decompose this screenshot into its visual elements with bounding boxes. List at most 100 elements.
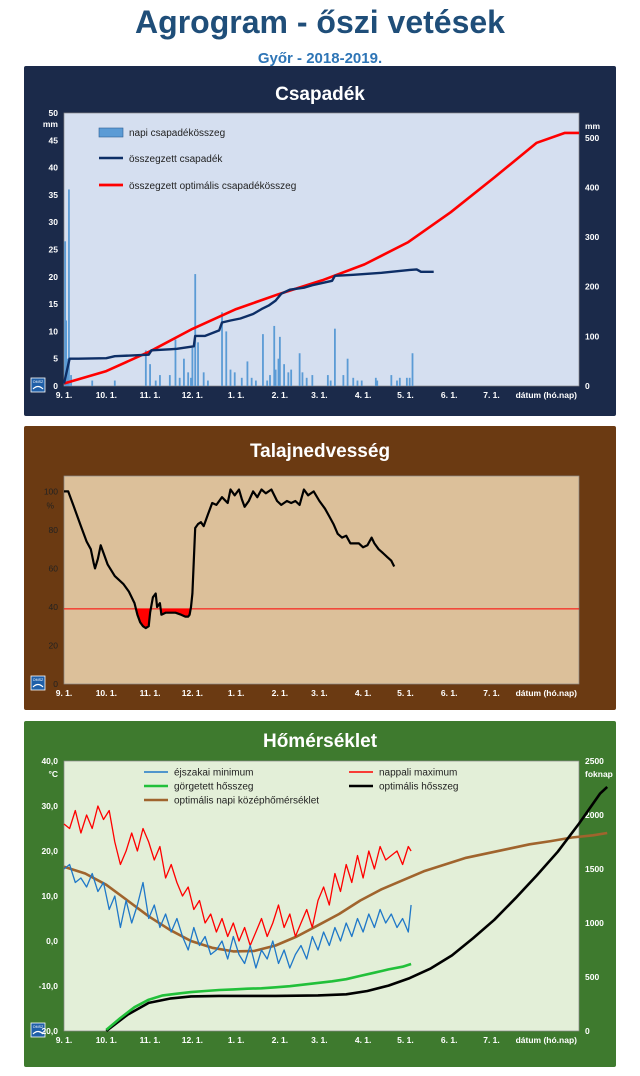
plot-area — [63, 112, 580, 387]
legend-max-label: nappali maximum — [379, 768, 457, 779]
right-tick-label: 0 — [585, 1026, 590, 1036]
x-tick-label: 12. 1. — [182, 390, 203, 400]
left-tick-label: 0,0 — [46, 936, 58, 946]
omsz-logo-icon: OMSZ — [30, 675, 46, 691]
daily-precip-bar — [411, 353, 414, 386]
daily-precip-bar — [207, 380, 209, 386]
cumulative-precip-line — [62, 268, 434, 384]
x-tick-label: 10. 1. — [96, 688, 117, 698]
omsz-logo-icon: OMSZ — [30, 377, 46, 393]
left-tick-label: 50 — [49, 108, 59, 118]
precipitation-panel: Csapadék 9. 1. 10. 1. 11. 1. 12. 1. 1. 1. 2. … — [24, 66, 616, 416]
min-temp-line — [63, 863, 412, 969]
left-tick-label: 45 — [49, 135, 59, 145]
temperature-chart-title: Hőmérséklet — [262, 731, 378, 752]
daily-precip-bar — [233, 372, 236, 386]
optimal-daily-mean-line — [63, 831, 608, 953]
daily-precip-bar — [144, 350, 147, 386]
plot-area — [63, 760, 580, 1032]
x-tick-label: 3. 1. — [311, 688, 328, 698]
daily-precip-bar — [178, 377, 181, 386]
soil-moisture-chart-title: Talajnedvesség — [249, 441, 391, 462]
x-tick-label: 1. 1. — [228, 390, 245, 400]
left-tick-label: 30,0 — [41, 801, 58, 811]
left-tick-label: 35 — [49, 190, 59, 200]
daily-precip-bar — [64, 241, 67, 386]
left-tick-label: 20 — [49, 272, 59, 282]
location-subtitle: Győr - 2018-2019. — [257, 50, 383, 67]
daily-precip-bar — [202, 372, 205, 386]
y-tick-label: 100 — [44, 486, 58, 496]
x-tick-label: 5. 1. — [397, 1035, 414, 1045]
daily-precip-bar — [174, 339, 177, 386]
x-tick-label: 2. 1. — [272, 688, 289, 698]
right-tick-label: 2000 — [585, 810, 604, 820]
daily-precip-bar — [225, 331, 228, 386]
daily-precip-bar — [65, 320, 68, 386]
left-tick-label: 15 — [49, 299, 59, 309]
right-tick-label: 200 — [585, 282, 599, 292]
x-tick-label: 5. 1. — [397, 390, 414, 400]
svg-text:OMSZ: OMSZ — [33, 1025, 44, 1029]
legend-min-label: éjszakai minimum — [174, 768, 253, 779]
soil-moisture-line — [64, 488, 396, 630]
left-tick-label: 5 — [53, 354, 58, 364]
x-tick-label: 4. 1. — [355, 390, 372, 400]
soil-moisture-panel: Talajnedvesség 9. 1. 10. 1. 11. 1. 12. 1. 1.… — [24, 426, 616, 710]
legend-daily-swatch — [98, 127, 124, 138]
daily-precip-bar — [274, 369, 277, 386]
x-tick-label: 4. 1. — [355, 1035, 372, 1045]
daily-precip-bar — [390, 375, 393, 386]
daily-precip-bar — [266, 380, 269, 386]
daily-precip-bar — [376, 380, 379, 386]
daily-precip-bar — [250, 377, 253, 386]
omsz-logo-icon: OMSZ — [30, 1022, 46, 1038]
right-tick-label: 300 — [585, 232, 599, 242]
daily-precip-bar — [269, 375, 271, 386]
daily-precip-bar — [374, 377, 377, 386]
y-axis-unit: % — [46, 500, 54, 510]
daily-precip-bar — [194, 274, 197, 386]
right-tick-label: 400 — [585, 182, 599, 192]
daily-precip-bar — [262, 334, 264, 386]
daily-precip-bar — [183, 358, 185, 386]
daily-precip-bar — [346, 358, 349, 386]
daily-precip-bar — [273, 325, 276, 386]
daily-precip-bar — [91, 380, 94, 386]
x-tick-label: 2. 1. — [272, 1035, 289, 1045]
daily-precip-bar — [329, 380, 332, 386]
daily-precip-bar — [191, 347, 194, 386]
x-tick-label: 10. 1. — [96, 390, 117, 400]
x-tick-label: 4. 1. — [355, 688, 372, 698]
daily-precip-bar — [405, 377, 408, 386]
left-tick-label: -20,0 — [39, 1026, 59, 1036]
y-tick-label: 40 — [49, 602, 59, 612]
daily-precip-bar — [154, 380, 157, 386]
x-tick-label: 9. 1. — [56, 1035, 73, 1045]
left-tick-label: 0 — [53, 381, 58, 391]
x-tick-label: 5. 1. — [397, 688, 414, 698]
right-axis-unit: mm — [585, 121, 601, 131]
left-tick-label: 40 — [49, 163, 59, 173]
main-title: Agrogram - őszi vetések — [135, 4, 505, 40]
svg-text:OMSZ: OMSZ — [33, 380, 44, 384]
x-tick-label: 3. 1. — [311, 1035, 328, 1045]
x-axis-title: dátum (hó.nap) — [516, 688, 578, 698]
x-tick-label: 7. 1. — [483, 1035, 500, 1045]
precipitation-chart-title: Csapadék — [275, 84, 365, 105]
x-tick-label: 6. 1. — [441, 390, 458, 400]
daily-precip-bar — [113, 380, 116, 386]
daily-precip-bar — [326, 375, 329, 386]
daily-precip-bar — [396, 380, 398, 386]
max-temp-line — [63, 805, 412, 947]
daily-precip-bar — [298, 353, 301, 386]
left-tick-label: 20,0 — [41, 846, 58, 856]
legend-cumulative-label: összegzett csapadék — [129, 154, 223, 165]
x-tick-label: 9. 1. — [56, 688, 73, 698]
temperature-chart: 9. 1. 10. 1. 11. 1. 12. 1. 1. 1. 2. 1. 3. 1. 4.… — [30, 756, 613, 1045]
right-axis-unit: foknap — [585, 769, 613, 779]
x-tick-label: 11. 1. — [140, 688, 161, 698]
left-axis-unit: mm — [43, 119, 59, 129]
x-tick-label: 3. 1. — [311, 390, 328, 400]
left-tick-label: 10,0 — [41, 891, 58, 901]
